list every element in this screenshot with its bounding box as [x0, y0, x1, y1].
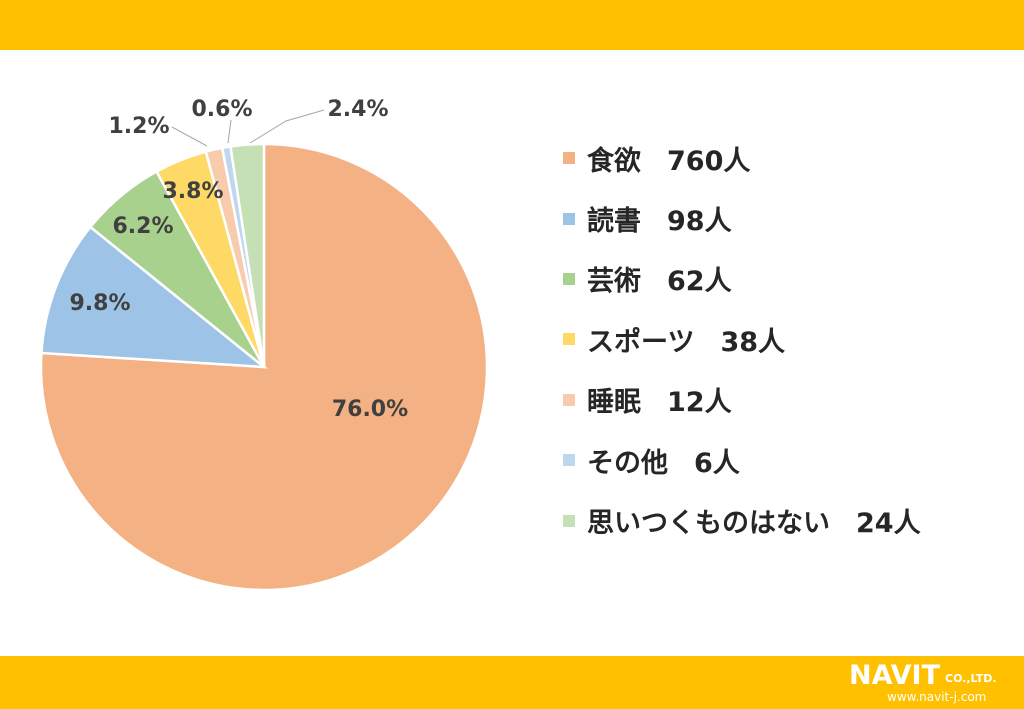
legend-item-7: 思いつくものはない 24人 — [563, 490, 921, 550]
legend-item-2: 読書 98人 — [563, 188, 921, 248]
legend-item-4: スポーツ 38人 — [563, 309, 921, 369]
legend-count: 760人 — [667, 145, 751, 177]
legend-swatch — [563, 454, 575, 467]
top-band — [0, 0, 1024, 50]
legend-name: スポーツ — [587, 326, 695, 358]
legend-name: 思いつくものはない — [587, 508, 830, 540]
chart-legend: 食欲 760人 読書 98人 芸術 62人スポーツ 38人睡眠 12人その他 6人思いつくものは… — [563, 128, 921, 551]
legend-name: 食欲 — [587, 145, 641, 177]
logo-suffix: CO.,LTD. — [945, 672, 997, 685]
data-label-7: 2.4% — [327, 97, 388, 122]
legend-name: その他 — [587, 447, 668, 479]
data-label-2: 9.8% — [69, 291, 130, 316]
legend-count: 24人 — [856, 508, 921, 540]
legend-swatch — [563, 272, 575, 285]
data-label-4: 3.8% — [162, 179, 223, 204]
legend-item-1: 食欲 760人 — [563, 128, 921, 188]
legend-swatch — [563, 393, 575, 406]
legend-name: 読書 — [587, 206, 641, 238]
data-label-6: 0.6% — [191, 97, 252, 122]
legend-count: 38人 — [720, 326, 786, 358]
legend-item-5: 睡眠 12人 — [563, 370, 921, 430]
leader-line-5 — [171, 126, 208, 147]
pie-slice-2 — [40, 225, 268, 369]
legend-count: 98人 — [667, 206, 732, 238]
legend-swatch — [563, 333, 575, 346]
legend-item-6: その他 6人 — [563, 430, 921, 490]
pie-slice-1 — [39, 142, 489, 592]
legend-name: 芸術 — [587, 266, 641, 298]
legend-swatch — [563, 514, 575, 527]
data-label-3: 6.2% — [112, 214, 173, 239]
bottom-band — [0, 656, 1024, 709]
logo-word: NAVIT — [849, 660, 941, 691]
legend-name: 睡眠 — [587, 387, 641, 419]
legend-item-3: 芸術 62人 — [563, 249, 921, 309]
company-logo: NAVIT CO.,LTD. www.navit-j.com — [849, 660, 1019, 706]
legend-count: 6人 — [694, 447, 740, 479]
leader-line-6 — [227, 119, 232, 144]
leader-line-7 — [249, 109, 325, 144]
data-label-5: 1.2% — [108, 114, 169, 139]
legend-count: 12人 — [667, 387, 732, 419]
legend-swatch — [563, 212, 575, 225]
legend-swatch — [563, 152, 575, 165]
data-label-1: 76.0% — [332, 397, 408, 422]
pie-slice-7 — [229, 142, 266, 368]
logo-url: www.navit-j.com — [887, 690, 987, 704]
legend-count: 62人 — [667, 266, 732, 298]
